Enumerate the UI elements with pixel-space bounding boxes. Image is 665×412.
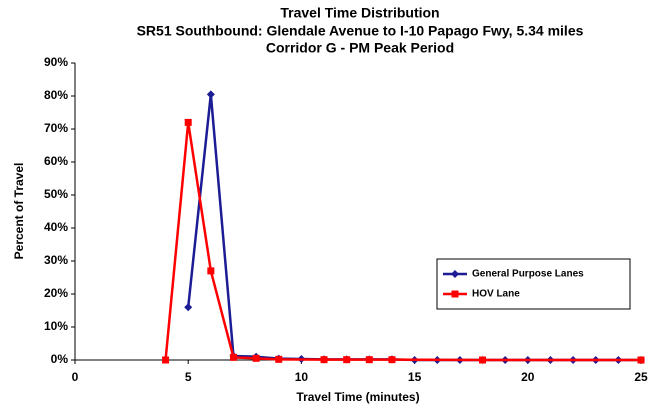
- marker: [388, 356, 396, 364]
- legend-box: [436, 258, 631, 310]
- y-tick-label: 40%: [44, 220, 68, 234]
- chart-subtitle: SR51 Southbound: Glendale Avenue to I-10…: [137, 23, 584, 39]
- x-tick-label: 15: [408, 370, 422, 384]
- series-line: [164, 122, 641, 362]
- marker: [343, 356, 351, 364]
- chart-title: Travel Time Distribution: [280, 5, 439, 21]
- marker: [184, 118, 192, 126]
- legend-marker: [451, 290, 459, 298]
- marker: [637, 356, 645, 364]
- x-tick-label: 25: [634, 370, 648, 384]
- marker: [479, 356, 487, 364]
- marker: [252, 354, 260, 362]
- x-tick-label: 0: [72, 370, 79, 384]
- y-tick-label: 20%: [44, 286, 68, 300]
- marker: [320, 356, 328, 364]
- y-axis-title: Percent of Travel: [12, 163, 26, 260]
- legend-marker: [451, 270, 459, 278]
- marker: [184, 303, 193, 312]
- marker: [162, 356, 170, 364]
- x-tick-label: 5: [185, 370, 192, 384]
- legend-label: HOV Lane: [472, 289, 520, 300]
- marker: [365, 356, 373, 364]
- y-tick-label: 50%: [44, 187, 68, 201]
- marker: [229, 353, 237, 361]
- y-tick-label: 10%: [44, 319, 68, 333]
- marker: [206, 90, 215, 99]
- legend-label: General Purpose Lanes: [472, 269, 584, 280]
- marker: [275, 355, 283, 363]
- y-tick-label: 90%: [44, 55, 68, 69]
- y-tick-label: 70%: [44, 121, 68, 135]
- y-tick-label: 0%: [51, 352, 69, 366]
- series-line: [186, 94, 641, 362]
- y-tick-label: 30%: [44, 253, 68, 267]
- x-tick-label: 20: [521, 370, 535, 384]
- chart-subtitle: Corridor G - PM Peak Period: [266, 40, 454, 56]
- y-tick-label: 80%: [44, 88, 68, 102]
- y-tick-label: 60%: [44, 154, 68, 168]
- x-tick-label: 10: [295, 370, 309, 384]
- marker: [207, 267, 215, 275]
- x-axis-title: Travel Time (minutes): [296, 390, 419, 404]
